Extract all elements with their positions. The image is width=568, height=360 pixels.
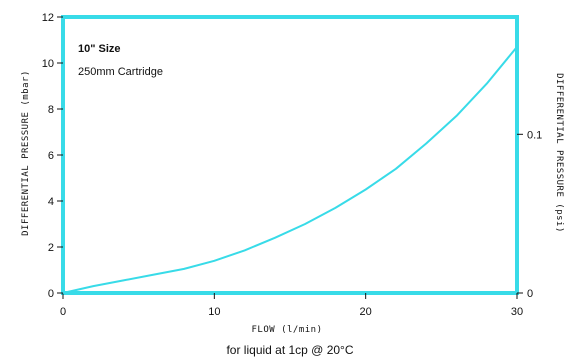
x-axis-label: FLOW (l/min) bbox=[251, 325, 322, 335]
chart-title: 10" Size bbox=[78, 43, 121, 55]
series-line bbox=[62, 46, 518, 294]
y-tick-label: 8 bbox=[48, 104, 54, 116]
y-tick-label: 4 bbox=[48, 196, 54, 208]
plot-area: 0 2 4 6 8 10 12 0 10 20 30 0 0.1 bbox=[42, 12, 543, 318]
x-axis-note: for liquid at 1cp @ 20°C bbox=[226, 343, 353, 357]
x-tick-label: 30 bbox=[511, 306, 523, 318]
y-tick-label: 2 bbox=[48, 242, 54, 254]
x-tick-label: 0 bbox=[60, 306, 66, 318]
y2-tick-label: 0 bbox=[527, 288, 533, 300]
y-tick-label: 12 bbox=[42, 12, 54, 24]
chart-subtitle: 250mm Cartridge bbox=[78, 66, 163, 78]
y-tick-label: 6 bbox=[48, 150, 54, 162]
y2-tick-label: 0.1 bbox=[527, 129, 542, 141]
y-tick-label: 0 bbox=[48, 288, 54, 300]
plot-frame bbox=[61, 15, 519, 295]
y-tick-label: 10 bbox=[42, 58, 54, 70]
x-tick-label: 20 bbox=[360, 306, 372, 318]
y-axis-label: DIFFERENTIAL PRESSURE (mbar) bbox=[21, 70, 31, 236]
y2-axis-label: DIFFERENTIAL PRESSURE (psi) bbox=[554, 73, 564, 233]
x-tick-label: 10 bbox=[208, 306, 220, 318]
